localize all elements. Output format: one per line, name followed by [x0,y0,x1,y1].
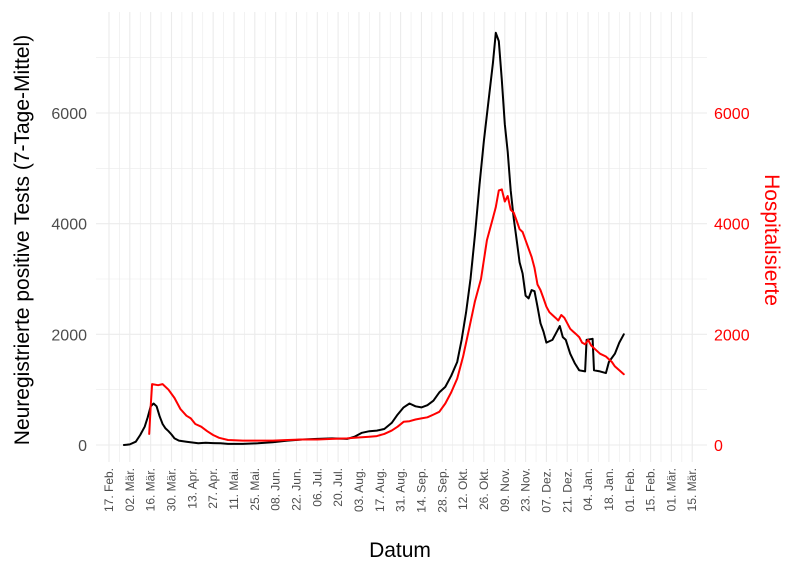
x-tick-label: 08. Jun. [269,468,283,511]
series-line-positive-tests [122,31,625,446]
y-axis-title-left: Neuregistrierte positive Tests (7-Tage-M… [11,35,34,445]
x-tick-label: 17. Aug. [373,468,387,512]
x-tick-label: 02. Mär. [123,468,137,511]
x-tick-label: 25. Mai. [248,468,262,511]
x-tick-label: 03. Aug. [352,468,366,512]
y-tick-label-left: 0 [78,438,87,455]
x-tick-label: 14. Sep. [414,468,428,513]
x-tick-label: 07. Dez. [539,468,553,513]
x-tick-label: 17. Feb. [102,468,116,512]
x-tick-label: 13. Apr. [185,468,199,509]
plot-panel [96,12,707,462]
y-tick-label-right: 6000 [714,106,750,123]
x-tick-label: 11. Mai. [227,468,241,510]
y-tick-label-left: 4000 [51,217,87,234]
x-tick-label: 16. Mär. [144,468,158,511]
x-tick-label: 15. Mär. [685,468,699,511]
x-tick-label: 23. Nov. [519,468,533,512]
x-tick-label: 12. Okt. [456,468,470,510]
x-tick-label: 30. Mär. [164,468,178,511]
x-tick-label: 09. Nov. [498,468,512,512]
y-tick-label-right: 0 [714,438,723,455]
x-tick-label: 22. Jun. [289,468,303,511]
right-y-axis-ticks: 0 2000 4000 6000 [714,106,750,455]
grid [96,12,707,462]
x-tick-label: 15. Feb. [644,468,658,512]
x-tick-label: 20. Jul. [331,468,345,507]
x-axis-ticks: 17. Feb. 02. Mär. 16. Mär. 30. Mär. 13. Apr.… [102,468,699,513]
x-tick-label: 01. Mär. [664,468,678,511]
left-y-axis-ticks: 0 2000 4000 6000 [51,106,87,455]
y-tick-label-right: 4000 [714,217,750,234]
x-axis-title: Datum [369,539,431,562]
y-tick-label-right: 2000 [714,327,750,344]
series-line-hospitalized [148,188,625,442]
x-tick-label: 26. Okt. [477,468,491,510]
y-axis-title-right: Hospitalisierte [760,174,783,306]
y-tick-label-left: 2000 [51,327,87,344]
x-tick-label: 18. Jan. [602,468,616,511]
x-tick-label: 01. Feb. [623,468,637,512]
series-lines [122,31,625,446]
y-tick-label-left: 6000 [51,106,87,123]
x-tick-label: 28. Sep. [435,468,449,513]
x-tick-label: 21. Dez. [560,468,574,513]
x-tick-label: 04. Jan. [581,468,595,511]
x-tick-label: 06. Jul. [310,468,324,507]
x-tick-label: 31. Aug. [394,468,408,512]
x-tick-label: 27. Apr. [206,468,220,509]
